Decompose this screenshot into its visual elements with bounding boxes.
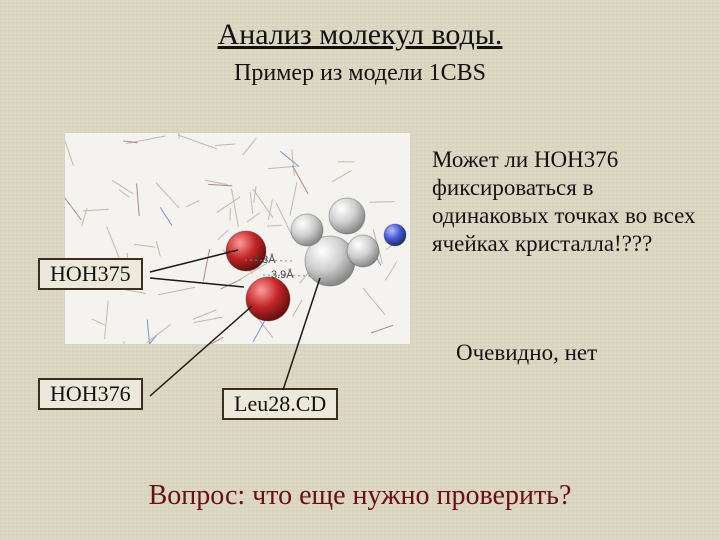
page-title: Анализ молекул воды.	[0, 18, 720, 52]
atom-leuc3	[347, 235, 379, 267]
distance-label: 4.3Å	[253, 253, 276, 266]
label-hoh376: HOH376	[38, 378, 143, 410]
distance-label: 3.9Å	[271, 268, 294, 281]
atom-leuc2	[329, 198, 365, 234]
conclusion-text: Очевидно, нет	[456, 340, 597, 366]
label-leu28cd: Leu28.CD	[222, 388, 338, 420]
atom-leuc1	[291, 214, 323, 246]
molecular-figure: 4.3Å 3.9Å	[64, 132, 411, 345]
paragraph-main: Может ли HOH376 фиксироваться в одинаков…	[432, 146, 696, 258]
bottom-question: Вопрос: что еще нужно проверить?	[0, 480, 720, 512]
atom-natom	[384, 224, 406, 246]
page-subtitle: Пример из модели 1CBS	[0, 60, 720, 87]
label-hoh375: HOH375	[38, 258, 143, 290]
atom-hoh376	[246, 277, 290, 321]
